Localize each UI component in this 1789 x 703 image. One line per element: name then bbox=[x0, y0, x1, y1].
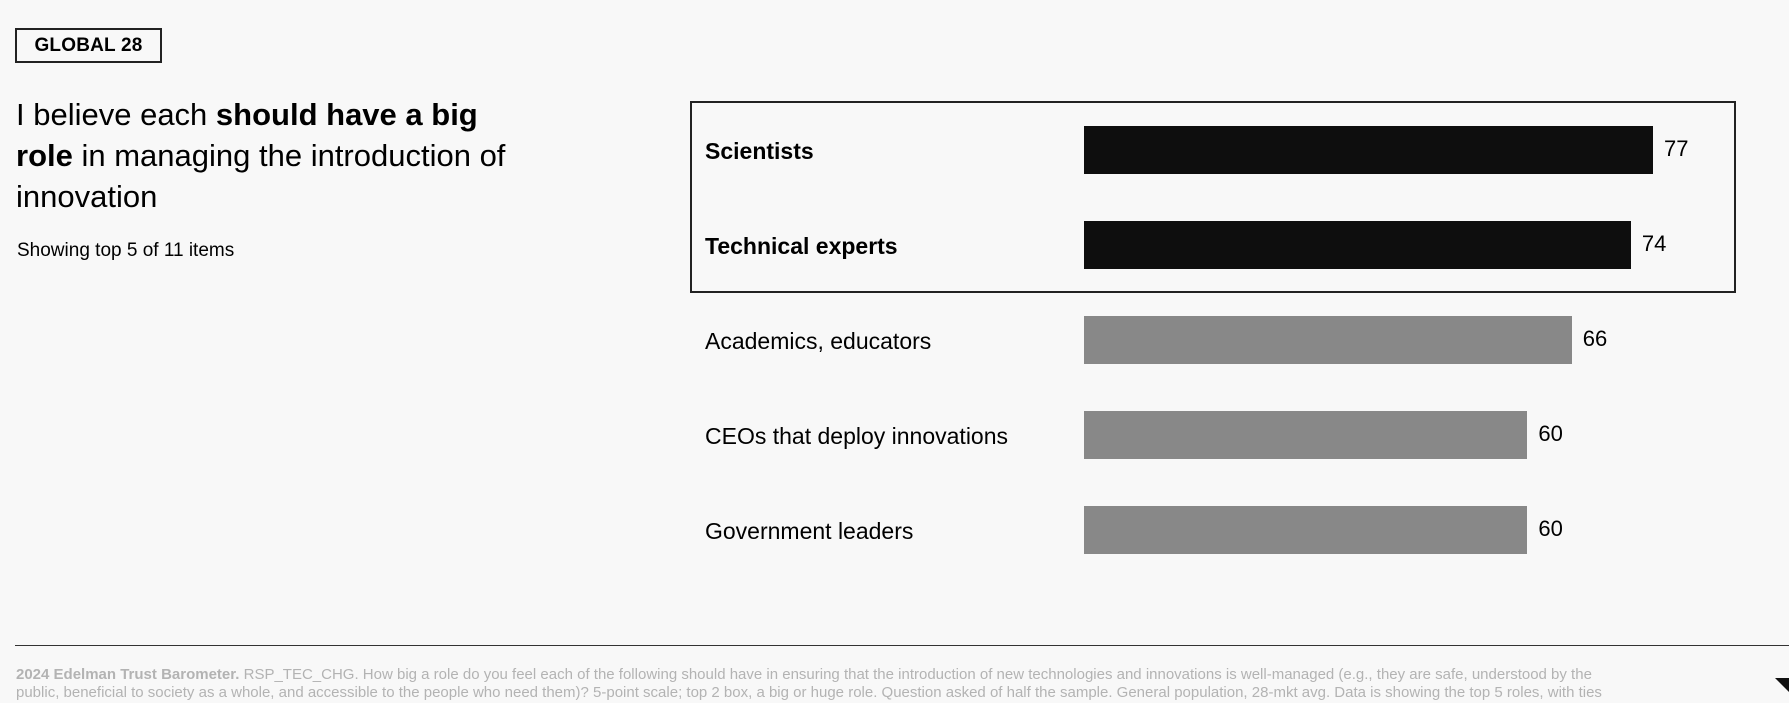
title-part-2: in managing the introduction of innovati… bbox=[16, 138, 506, 214]
bar bbox=[1084, 221, 1631, 269]
bar-value-label: 60 bbox=[1538, 421, 1563, 446]
bar-value-label: 66 bbox=[1582, 326, 1608, 351]
bar bbox=[1084, 411, 1528, 459]
footnote: 2024 Edelman Trust Barometer. RSP_TEC_CH… bbox=[16, 666, 1636, 703]
bar bbox=[1084, 316, 1572, 364]
footnote-text: RSP_TEC_CHG. How big a role do you feel … bbox=[16, 666, 1602, 703]
bar-label: Academics, educators bbox=[705, 328, 932, 354]
bar-value-label: 60 bbox=[1538, 516, 1563, 541]
bar-label: Government leaders bbox=[705, 518, 914, 544]
bar-label: Technical experts bbox=[705, 233, 898, 259]
next-arrow-icon[interactable] bbox=[1775, 678, 1789, 692]
region-badge: GLOBAL 28 bbox=[15, 28, 162, 63]
bar-label: Scientists bbox=[705, 138, 814, 164]
highlight-box bbox=[690, 101, 1736, 293]
title-bold-2: role bbox=[16, 138, 73, 173]
bar-value-label: 74 bbox=[1641, 231, 1667, 256]
chart-title: I believe each should have a big role in … bbox=[16, 94, 536, 217]
footnote-source: 2024 Edelman Trust Barometer. bbox=[16, 666, 240, 683]
bar bbox=[1084, 126, 1654, 174]
footer-divider bbox=[15, 645, 1789, 646]
bar bbox=[1084, 506, 1528, 554]
chart-subtitle: Showing top 5 of 11 items bbox=[17, 240, 235, 261]
title-part-1: I believe each bbox=[16, 97, 216, 132]
title-bold-1: should have a big bbox=[215, 97, 478, 132]
bar-value-label: 77 bbox=[1664, 136, 1689, 161]
bar-label: CEOs that deploy innovations bbox=[705, 423, 1009, 449]
